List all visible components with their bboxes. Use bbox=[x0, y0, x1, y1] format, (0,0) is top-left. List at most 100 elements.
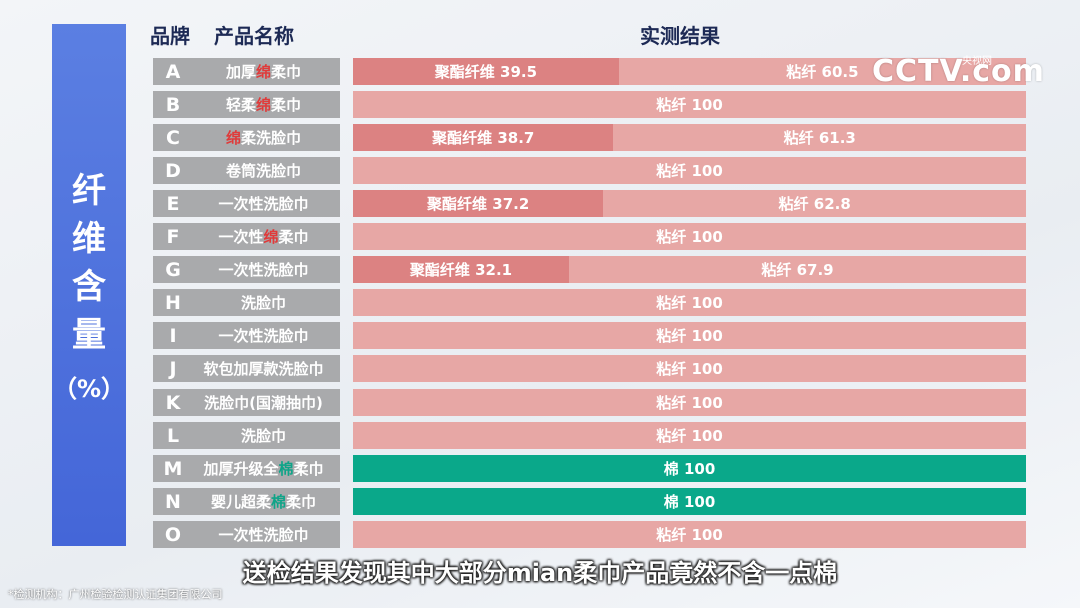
row-label: E 一次性洗脸巾 bbox=[153, 190, 340, 217]
product-name: 轻柔绵柔巾 bbox=[193, 94, 340, 115]
product-name: 一次性洗脸巾 bbox=[193, 524, 340, 545]
product-name: 软包加厚款洗脸巾 bbox=[193, 358, 340, 379]
product-name-part: 洗脸巾 bbox=[240, 427, 286, 445]
brand-letter: J bbox=[169, 357, 177, 380]
product-name-highlight: 棉 bbox=[278, 460, 294, 478]
row-label: O 一次性洗脸巾 bbox=[153, 521, 340, 548]
viscose-segment: 粘纤 100 bbox=[353, 157, 1026, 184]
product-name-part: 一次性洗脸巾 bbox=[218, 327, 309, 345]
row-label: K 洗脸巾(国潮抽巾) bbox=[153, 389, 340, 416]
source-note: *检测机构：广州检验检测认证集团有限公司 bbox=[8, 588, 223, 601]
brand-letter: G bbox=[165, 258, 181, 281]
product-name-highlight: 棉 bbox=[270, 493, 286, 511]
row-label: D 卷筒洗脸巾 bbox=[153, 157, 340, 184]
cotton-segment: 棉 100 bbox=[353, 488, 1026, 515]
brand-letter: C bbox=[166, 126, 180, 149]
brand-header: 品牌 bbox=[150, 24, 190, 48]
product-name-part: 加厚升级全 bbox=[203, 460, 279, 478]
row-label: M 加厚升级全棉柔巾 bbox=[153, 455, 340, 482]
product-name: 一次性洗脸巾 bbox=[193, 193, 340, 214]
polyester-segment: 聚酯纤维 39.5 bbox=[353, 58, 619, 85]
viscose-segment: 粘纤 100 bbox=[353, 322, 1026, 349]
result-header: 实测结果 bbox=[640, 24, 720, 48]
title-unit: （%） bbox=[52, 374, 126, 403]
product-name-part: 卷筒洗脸巾 bbox=[225, 162, 301, 180]
result-bar: 聚酯纤维 38.7 粘纤 61.3 bbox=[353, 124, 1026, 151]
product-name: 绵柔洗脸巾 bbox=[193, 127, 340, 148]
result-bar: 粘纤 100 bbox=[353, 389, 1026, 416]
row-label: J 软包加厚款洗脸巾 bbox=[153, 355, 340, 382]
viscose-segment: 粘纤 61.3 bbox=[613, 124, 1026, 151]
product-name-part: 一次性洗脸巾 bbox=[218, 261, 309, 279]
result-bar: 聚酯纤维 32.1 粘纤 67.9 bbox=[353, 256, 1026, 283]
product-name-part: 加厚 bbox=[225, 63, 256, 81]
row-label: I 一次性洗脸巾 bbox=[153, 322, 340, 349]
product-name-highlight: 绵 bbox=[263, 228, 279, 246]
polyester-segment: 聚酯纤维 32.1 bbox=[353, 256, 570, 283]
result-bar: 粘纤 100 bbox=[353, 289, 1026, 316]
brand-letter: E bbox=[166, 192, 180, 215]
row-label: A 加厚绵柔巾 bbox=[153, 58, 340, 85]
result-bar: 粘纤 100 bbox=[353, 223, 1026, 250]
brand-letter: O bbox=[164, 523, 182, 546]
title-char: 含 bbox=[72, 266, 106, 307]
cctv-logo: CCTV.com bbox=[872, 54, 1045, 89]
brand-letter: L bbox=[166, 424, 180, 447]
row-label: C 绵柔洗脸巾 bbox=[153, 124, 340, 151]
product-name-part: 软包加厚款洗脸巾 bbox=[203, 360, 324, 378]
viscose-segment: 粘纤 67.9 bbox=[569, 256, 1026, 283]
title-char: 纤 bbox=[72, 170, 106, 211]
product-name-part: 轻柔 bbox=[225, 96, 256, 114]
fiber-content-title-panel: 纤 维 含 量 （%） bbox=[52, 24, 126, 546]
row-label: H 洗脸巾 bbox=[153, 289, 340, 316]
viscose-segment: 粘纤 100 bbox=[353, 223, 1026, 250]
product-name-part: 柔洗脸巾 bbox=[241, 129, 302, 147]
product-name: 卷筒洗脸巾 bbox=[193, 160, 340, 181]
viscose-segment: 粘纤 100 bbox=[353, 91, 1026, 118]
row-label: G 一次性洗脸巾 bbox=[153, 256, 340, 283]
product-name-part: 柔巾 bbox=[271, 63, 302, 81]
product-name: 一次性洗脸巾 bbox=[193, 259, 340, 280]
result-bar: 聚酯纤维 37.2 粘纤 62.8 bbox=[353, 190, 1026, 217]
product-name-part: 一次性 bbox=[218, 228, 264, 246]
product-name: 一次性绵柔巾 bbox=[193, 226, 340, 247]
product-name: 加厚升级全棉柔巾 bbox=[193, 458, 340, 479]
brand-letter: A bbox=[165, 60, 181, 83]
brand-letter: N bbox=[165, 490, 181, 513]
brand-letter: I bbox=[169, 324, 177, 347]
result-bar: 粘纤 100 bbox=[353, 422, 1026, 449]
product-name-part: 洗脸巾(国潮抽巾) bbox=[204, 394, 323, 412]
title-char: 量 bbox=[72, 314, 106, 355]
product-name-header: 产品名称 bbox=[214, 24, 294, 48]
product-name-part: 婴儿超柔 bbox=[210, 493, 271, 511]
brand-letter: M bbox=[163, 457, 183, 480]
brand-letter: D bbox=[165, 159, 181, 182]
product-name-part: 洗脸巾 bbox=[240, 294, 286, 312]
viscose-segment: 粘纤 62.8 bbox=[603, 190, 1026, 217]
product-name-highlight: 绵 bbox=[255, 96, 271, 114]
cctv-logo-sub: 央视网 bbox=[962, 56, 992, 67]
product-name-part: 柔巾 bbox=[293, 460, 324, 478]
product-name: 一次性洗脸巾 bbox=[193, 325, 340, 346]
viscose-segment: 粘纤 100 bbox=[353, 389, 1026, 416]
polyester-segment: 聚酯纤维 37.2 bbox=[353, 190, 604, 217]
product-name-part: 柔巾 bbox=[278, 228, 309, 246]
caption-subtitle: 送检结果发现其中大部分mian柔巾产品竟然不含一点棉 bbox=[242, 559, 838, 587]
cotton-segment: 棉 100 bbox=[353, 455, 1026, 482]
product-name-part: 柔巾 bbox=[271, 96, 302, 114]
product-name: 洗脸巾 bbox=[193, 425, 340, 446]
brand-letter: F bbox=[166, 225, 180, 248]
result-bar: 棉 100 bbox=[353, 488, 1026, 515]
result-bar: 粘纤 100 bbox=[353, 322, 1026, 349]
polyester-segment: 聚酯纤维 38.7 bbox=[353, 124, 614, 151]
brand-letter: K bbox=[165, 391, 181, 414]
result-bar: 棉 100 bbox=[353, 455, 1026, 482]
result-bar: 粘纤 100 bbox=[353, 157, 1026, 184]
viscose-segment: 粘纤 100 bbox=[353, 289, 1026, 316]
viscose-segment: 粘纤 60.5 bbox=[618, 58, 1026, 85]
product-name-highlight: 绵 bbox=[255, 63, 271, 81]
product-name: 洗脸巾(国潮抽巾) bbox=[193, 392, 340, 413]
row-label: N 婴儿超柔棉柔巾 bbox=[153, 488, 340, 515]
viscose-segment: 粘纤 100 bbox=[353, 422, 1026, 449]
product-name-part: 一次性洗脸巾 bbox=[218, 195, 309, 213]
